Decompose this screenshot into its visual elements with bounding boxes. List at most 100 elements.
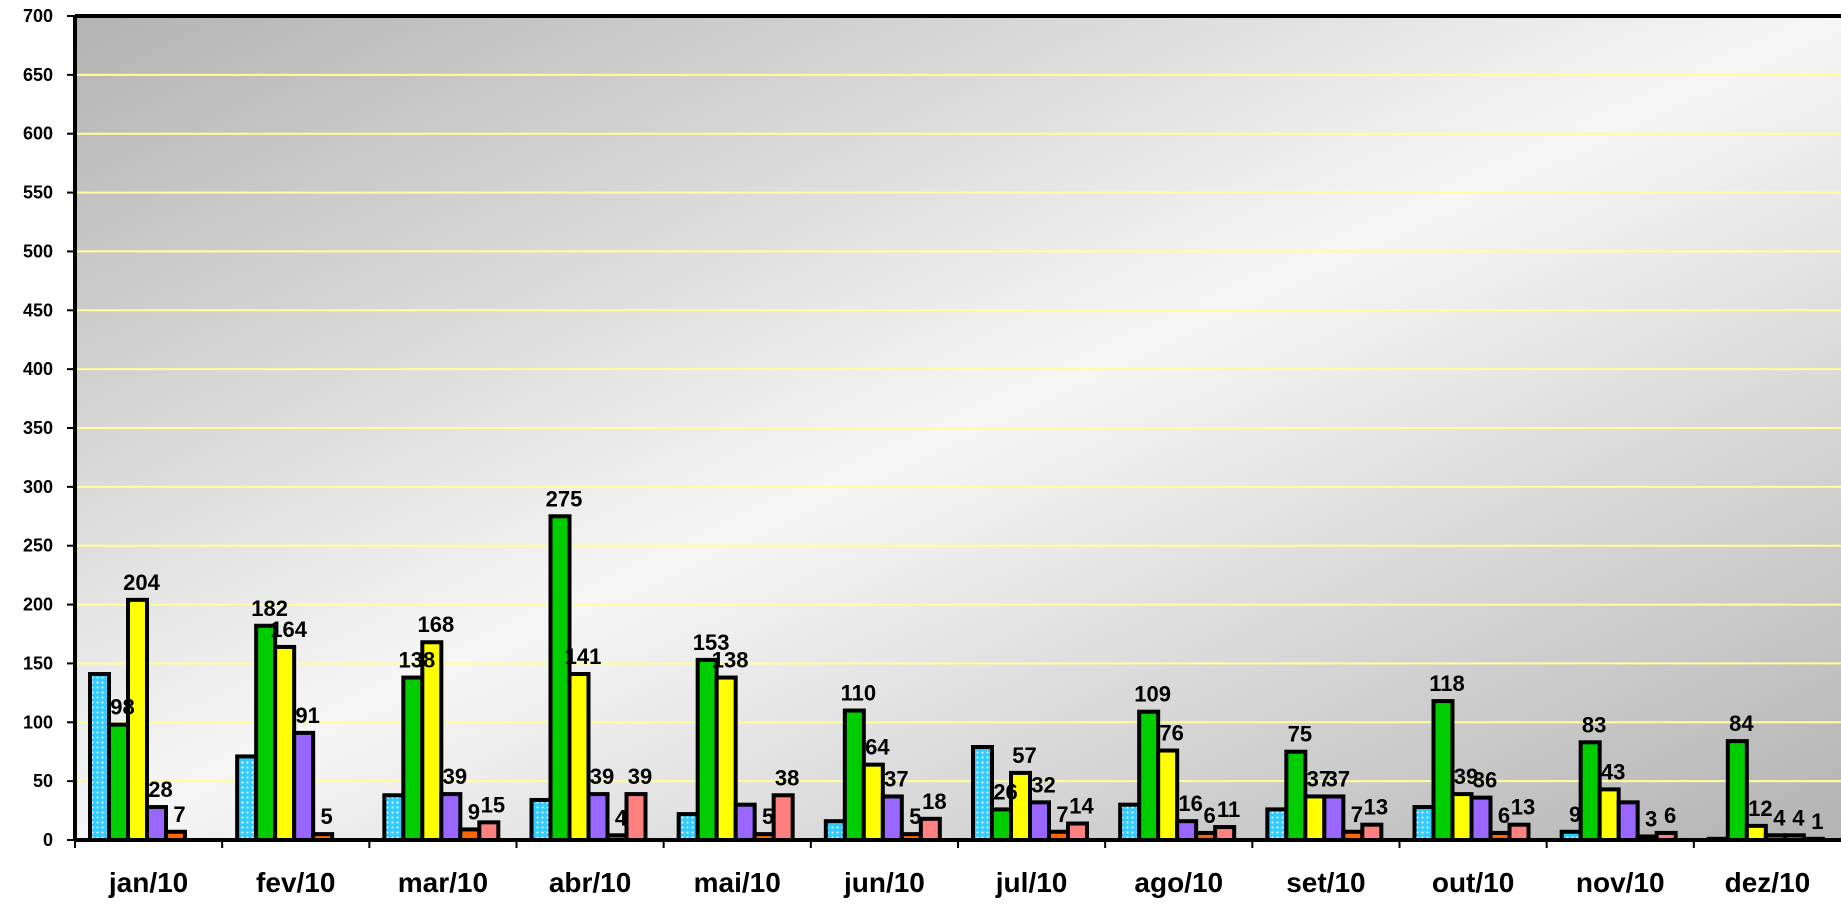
data-label: 13 [1511, 795, 1535, 820]
data-label: 9 [1569, 802, 1581, 827]
data-label: 26 [993, 779, 1017, 804]
data-label: 39 [628, 764, 652, 789]
data-label: 9 [468, 799, 480, 824]
data-label: 37 [1307, 766, 1331, 791]
y-tick-label: 500 [23, 241, 53, 261]
x-tick-label: dez/10 [1725, 867, 1811, 898]
bar [714, 675, 738, 842]
y-tick-label: 550 [23, 183, 53, 203]
bar [254, 623, 278, 843]
data-label: 168 [417, 612, 454, 637]
bar [971, 745, 994, 843]
data-label: 204 [123, 570, 160, 595]
data-label: 4 [615, 805, 628, 830]
y-tick-label: 0 [43, 830, 53, 850]
data-label: 83 [1582, 712, 1606, 737]
data-label: 43 [1601, 759, 1625, 784]
bar [1137, 709, 1161, 842]
bar [292, 730, 316, 843]
y-tick-label: 600 [23, 124, 53, 144]
data-label: 6 [1498, 803, 1510, 828]
data-label: 39 [1454, 764, 1478, 789]
x-tick-label: jul/10 [995, 867, 1068, 898]
data-label: 39 [443, 764, 467, 789]
y-tick-label: 700 [23, 6, 53, 26]
bar [235, 754, 259, 842]
y-tick-label: 100 [23, 712, 53, 732]
x-tick-label: jan/10 [108, 867, 188, 898]
bar [1118, 802, 1142, 843]
bar [529, 797, 553, 843]
data-label: 118 [1429, 671, 1465, 696]
data-label: 28 [148, 777, 172, 802]
data-label: 91 [295, 703, 319, 728]
bar [439, 792, 463, 843]
y-tick-label: 200 [23, 595, 53, 615]
data-label: 32 [1031, 772, 1055, 797]
data-label: 18 [922, 789, 946, 814]
bar [145, 805, 168, 842]
bar [1578, 740, 1602, 842]
bar [1284, 749, 1308, 843]
x-tick-label: fev/10 [256, 867, 335, 898]
data-label: 138 [712, 648, 749, 673]
data-label: 110 [841, 681, 877, 706]
bar [1469, 795, 1493, 843]
x-tick-label: out/10 [1432, 867, 1514, 898]
data-label: 76 [1159, 721, 1183, 746]
bar [1725, 739, 1749, 842]
bar [273, 644, 297, 842]
data-label: 37 [1326, 766, 1350, 791]
bar [1028, 800, 1051, 842]
y-tick-label: 450 [23, 300, 53, 320]
data-label: 37 [884, 766, 908, 791]
bar [1360, 822, 1384, 843]
bar [586, 792, 610, 843]
data-label: 3 [1645, 806, 1657, 831]
bar [1616, 800, 1640, 842]
axes: 0 50 100 150 200 250 300 350 400 450 500 550 600 650 7… [23, 6, 1841, 898]
x-tick-label: mar/10 [398, 867, 488, 898]
data-label: 5 [909, 804, 921, 829]
y-tick-label: 150 [23, 653, 53, 673]
bar [1450, 792, 1474, 843]
bar [382, 793, 406, 842]
y-tick-label: 350 [23, 418, 53, 438]
bar [733, 802, 757, 843]
data-label: 153 [693, 630, 730, 655]
data-label: 98 [110, 695, 134, 720]
bar [1597, 787, 1621, 843]
bar [861, 762, 885, 842]
data-label: 138 [398, 648, 435, 673]
data-label: 75 [1288, 722, 1312, 747]
bar [990, 807, 1013, 843]
x-tick-label: ago/10 [1134, 867, 1223, 898]
bar [676, 812, 700, 842]
data-label: 13 [1364, 795, 1388, 820]
data-label: 7 [1351, 802, 1363, 827]
y-tick-label: 650 [23, 65, 53, 85]
data-label: 6 [1204, 803, 1216, 828]
data-label: 39 [590, 764, 614, 789]
data-label: 14 [1069, 794, 1094, 819]
x-tick-label: abr/10 [549, 867, 632, 898]
bar [567, 672, 591, 842]
data-label: 36 [1473, 768, 1497, 793]
bar [88, 672, 111, 842]
y-tick-label: 400 [23, 359, 53, 379]
data-label: 182 [251, 596, 288, 621]
bar [823, 819, 847, 842]
bar [1322, 794, 1346, 843]
bar [695, 657, 719, 843]
bar [1431, 699, 1455, 843]
data-label: 164 [270, 617, 307, 642]
bar [1303, 794, 1327, 843]
bar [842, 708, 866, 842]
bar [126, 597, 149, 842]
bar [548, 514, 572, 842]
data-label: 7 [1056, 802, 1068, 827]
data-label: 16 [1178, 791, 1202, 816]
y-tick-label: 250 [23, 536, 53, 556]
